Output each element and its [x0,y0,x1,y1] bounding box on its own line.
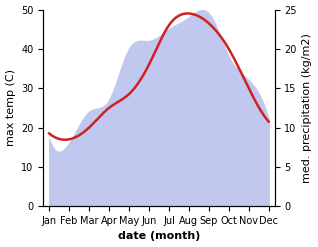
Y-axis label: med. precipitation (kg/m2): med. precipitation (kg/m2) [302,33,313,183]
Y-axis label: max temp (C): max temp (C) [5,69,16,146]
X-axis label: date (month): date (month) [118,231,200,242]
